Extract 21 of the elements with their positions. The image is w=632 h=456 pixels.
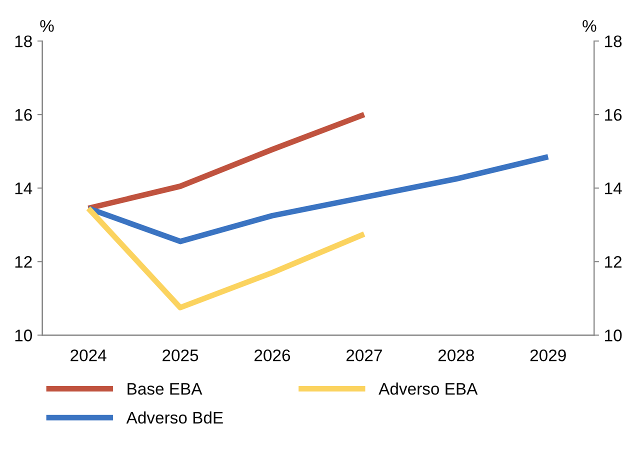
y-tick-label: 16 (15, 108, 32, 121)
y2-tick-label: 10 (605, 330, 622, 342)
x-tick-label: 2029 (530, 349, 566, 362)
y2-tick-label: 12 (605, 256, 622, 268)
legend-label: Base EBA (128, 383, 202, 395)
x-tick-label: 2028 (438, 349, 474, 362)
y2-tick-label: 18 (605, 35, 622, 48)
x-tick-label: 2026 (254, 349, 290, 362)
x-tick-label: 2024 (70, 349, 106, 362)
y-tick-label: 12 (15, 256, 32, 268)
legend-label: Adverso BdE (126, 411, 223, 424)
y2-axis-title: % (582, 20, 596, 32)
legend-label: Adverso EBA (378, 382, 478, 395)
y-tick-label: 10 (15, 330, 32, 342)
y2-tick-label: 14 (605, 182, 622, 194)
y-tick-label: 14 (15, 182, 32, 194)
y-axis-title: % (40, 20, 54, 32)
x-tick-label: 2025 (162, 349, 198, 362)
x-tick-label: 2027 (346, 349, 382, 362)
y2-tick-label: 16 (605, 108, 622, 121)
y-tick-label: 18 (15, 35, 32, 48)
